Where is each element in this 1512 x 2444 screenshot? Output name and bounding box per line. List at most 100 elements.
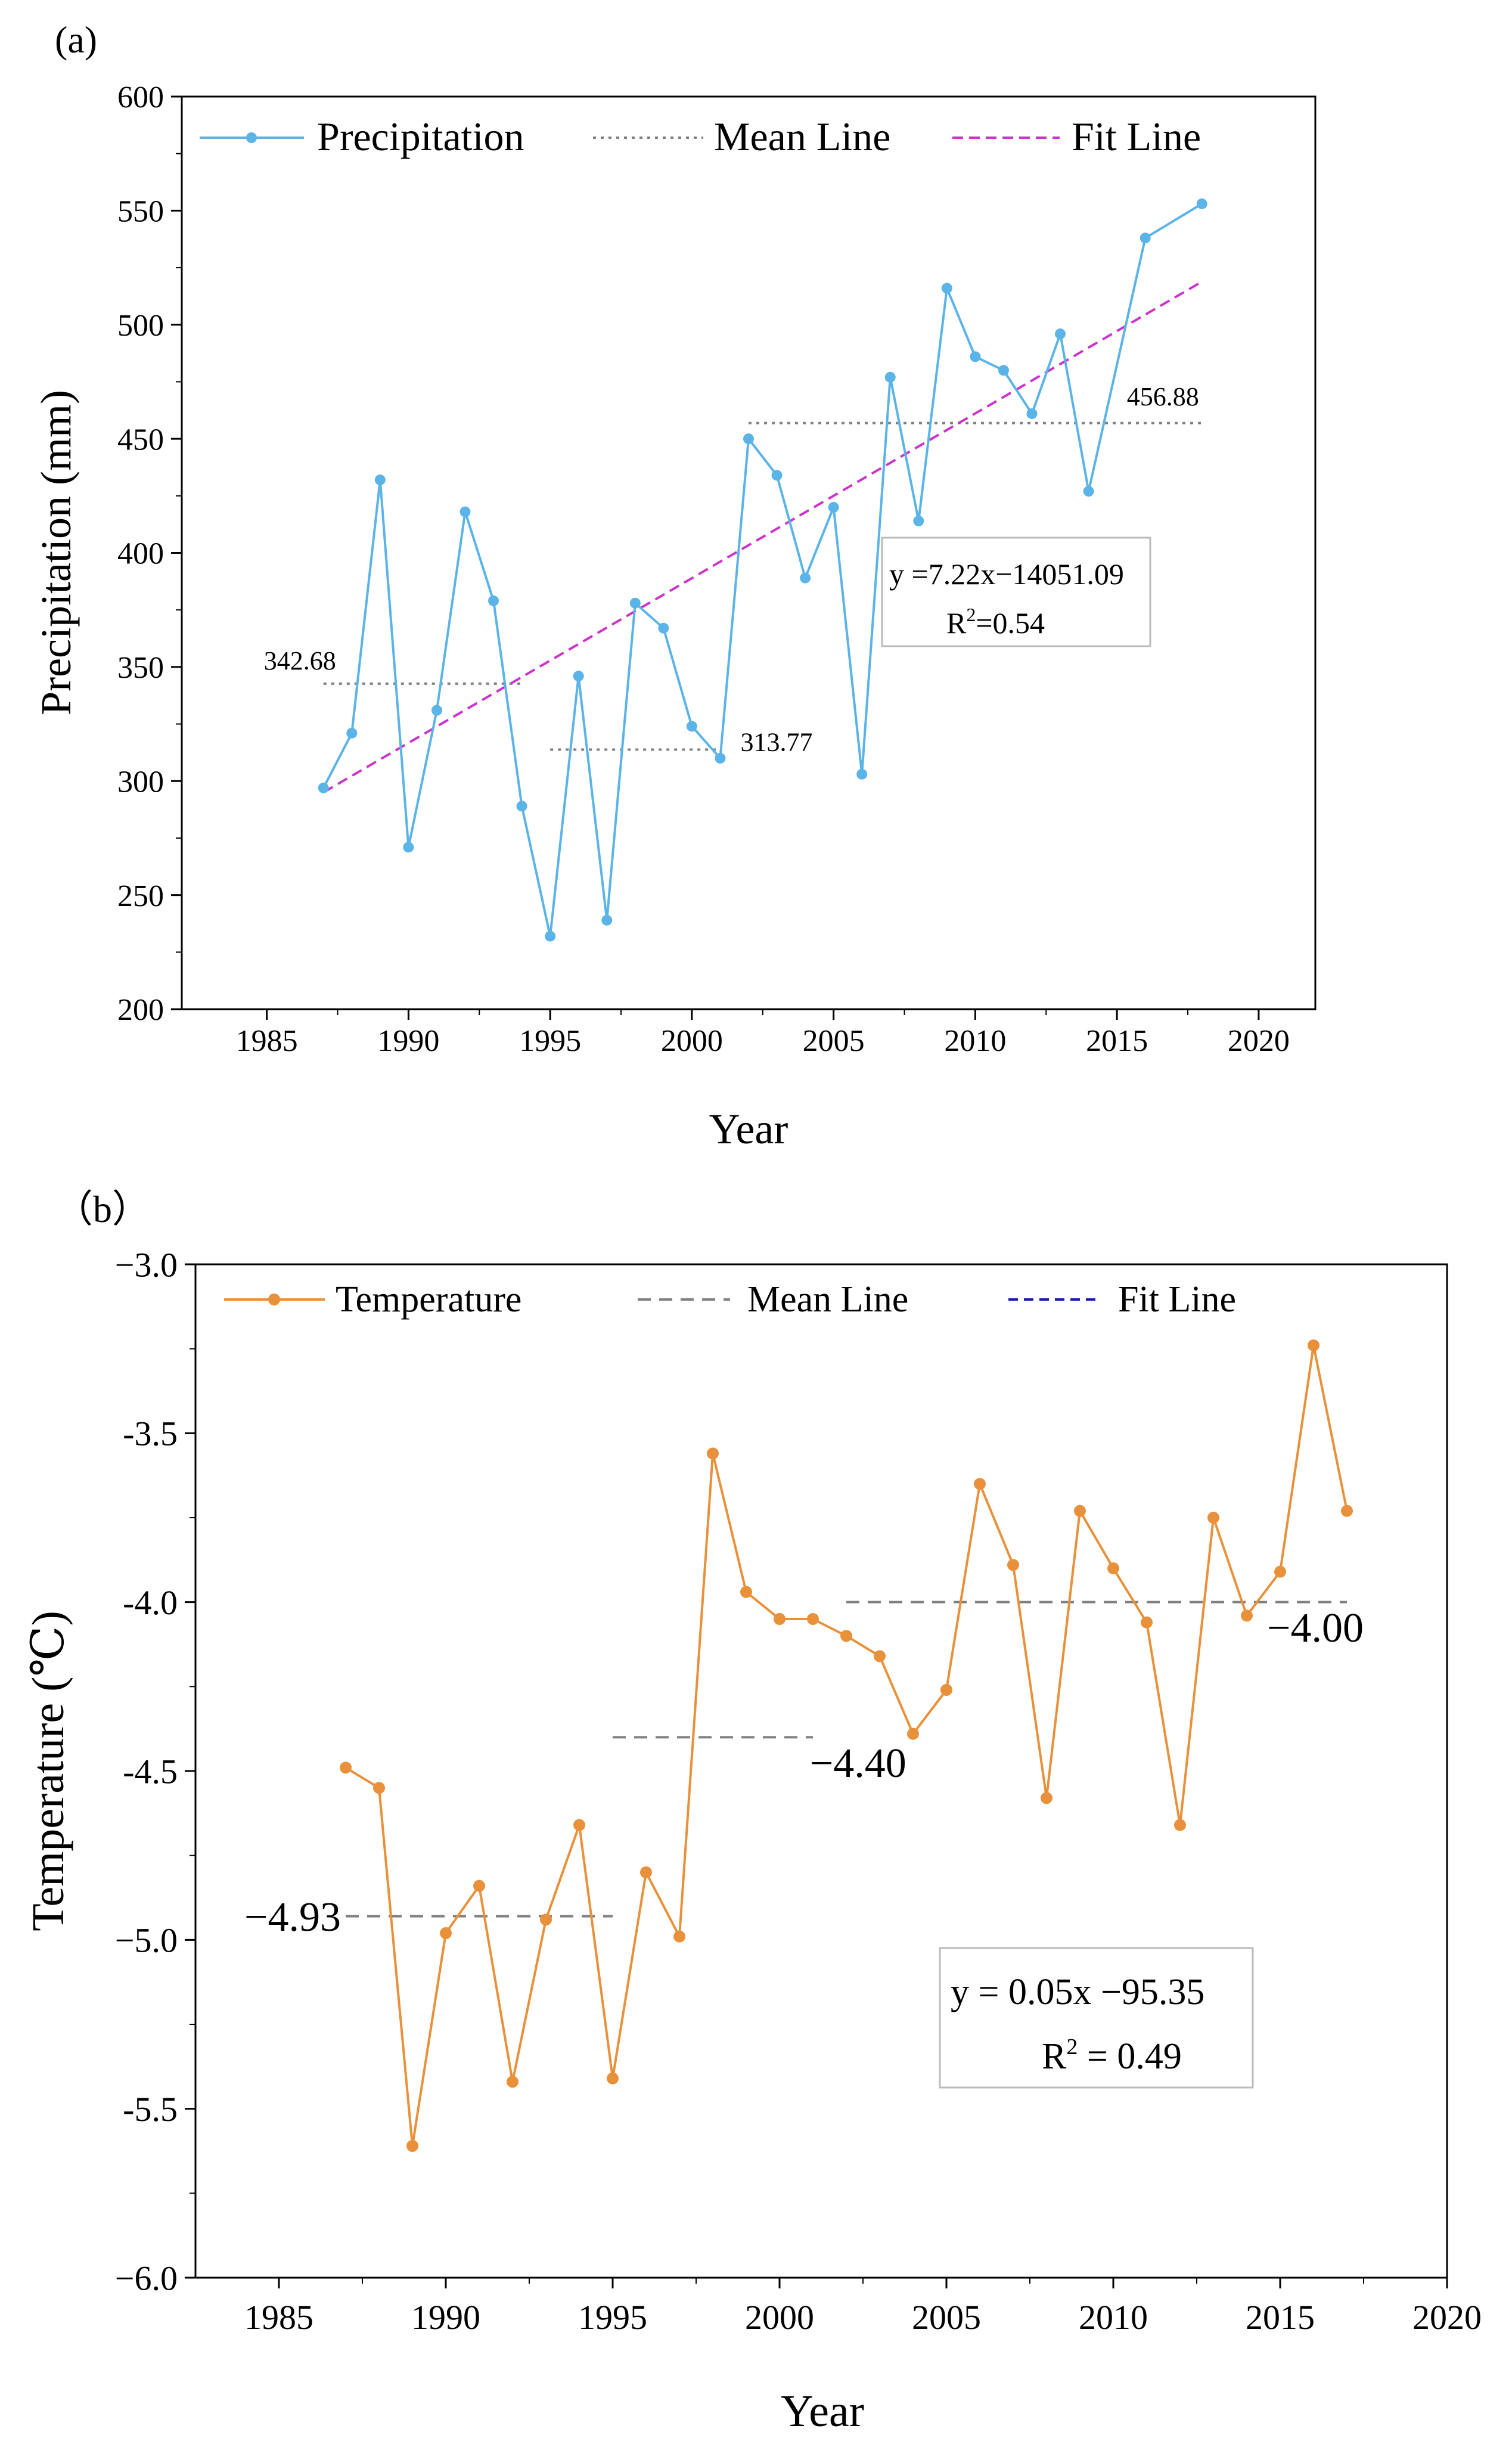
data-point	[1196, 198, 1207, 209]
x-tick-label: 1990	[411, 2298, 480, 2337]
data-point	[460, 506, 471, 517]
data-point	[940, 1684, 952, 1696]
legend-a-series-marker	[246, 132, 257, 143]
x-tick-label: 1985	[236, 1024, 298, 1058]
data-point	[743, 433, 754, 445]
equation-b-formula: y = 0.05x −95.35	[951, 1972, 1204, 2012]
y-tick-label: -5.5	[123, 2090, 178, 2129]
data-point	[970, 351, 981, 362]
y-tick-label: −5.0	[115, 1921, 178, 1960]
x-tick-label: 2000	[745, 2298, 814, 2337]
y-tick-label: 500	[117, 309, 164, 343]
data-point	[1308, 1339, 1319, 1351]
data-point	[707, 1447, 719, 1460]
panel-a-precipitation-line	[322, 203, 1203, 936]
panel-b-equation-box: y = 0.05x −95.35 R2 = 0.49	[939, 1947, 1254, 2089]
data-point	[640, 1866, 652, 1878]
data-point	[373, 1782, 385, 1794]
mean-line-label: 342.68	[264, 646, 336, 675]
data-point	[686, 721, 697, 732]
y-tick-label: 300	[117, 765, 164, 799]
legend-a-series-label: Precipitation	[317, 114, 524, 159]
panel-a-legend: Precipitation Mean Line Fit Line	[200, 114, 1201, 159]
legend-a-mean-label: Mean Line	[714, 114, 890, 159]
mean-line-label: −4.00	[1267, 1605, 1364, 1651]
panel-b-mean-lines: −4.93 −4.40 −4.00	[244, 1601, 1364, 1940]
equation-a-formula: y =7.22x−14051.09	[889, 557, 1124, 591]
equation-a-r2: R2=0.54	[946, 604, 1045, 640]
data-point	[440, 1927, 452, 1939]
mean-line-label: 456.88	[1127, 382, 1199, 411]
y-tick-label: −3.0	[115, 1245, 178, 1284]
panel-a-fit-line	[322, 280, 1203, 793]
data-point	[1041, 1792, 1052, 1804]
panel-b-x-axis-label: Year	[781, 2386, 864, 2436]
y-tick-label: −6.0	[115, 2259, 178, 2297]
data-point	[629, 597, 641, 609]
mean-line-label: −4.40	[810, 1741, 906, 1787]
data-point	[658, 622, 669, 634]
y-tick-label: 450	[117, 423, 164, 457]
legend-b-fit-label: Fit Line	[1118, 1279, 1236, 1320]
panel-b-y-axis-label: Temperature (℃)	[23, 1611, 73, 1931]
data-point	[1055, 328, 1066, 340]
data-point	[807, 1613, 819, 1625]
x-tick-label: 1985	[244, 2298, 313, 2337]
equation-b-r2: R2 = 0.49	[1042, 2034, 1182, 2077]
x-tick-label: 2005	[803, 1024, 865, 1058]
x-tick-label: 2000	[661, 1024, 723, 1058]
data-point	[1241, 1609, 1253, 1622]
y-tick-label: -4.5	[123, 1752, 178, 1791]
x-tick-label: 2010	[944, 1024, 1006, 1058]
panel-label-a: (a)	[55, 18, 97, 61]
legend-b-series-label: Temperature	[336, 1279, 521, 1320]
x-tick-label: 1995	[519, 1024, 581, 1058]
data-point	[874, 1650, 886, 1663]
data-point	[856, 768, 868, 780]
data-point	[974, 1478, 986, 1490]
x-tick-label: 2015	[1086, 1024, 1148, 1058]
panel-b-ticks: 1985 1990 1995 2000 2005 2010 2015 2020 −6.0 -5.5…	[115, 1245, 1482, 2337]
data-point	[573, 1819, 585, 1831]
data-point	[340, 1761, 352, 1774]
data-point	[607, 2072, 619, 2085]
data-point	[884, 371, 896, 383]
equation-a-r2-value: =0.54	[976, 606, 1045, 640]
x-tick-label: 2005	[912, 2298, 981, 2337]
mean-line-label: −4.93	[244, 1894, 341, 1940]
legend-a-fit-label: Fit Line	[1072, 114, 1201, 159]
data-point	[1083, 486, 1094, 497]
data-point	[318, 782, 329, 793]
data-point	[545, 931, 556, 942]
panel-a-equation-box: y =7.22x−14051.09 R2=0.54	[881, 536, 1151, 647]
y-tick-label: -4.0	[123, 1583, 178, 1622]
x-tick-label: 2020	[1228, 1024, 1290, 1058]
data-point	[573, 671, 584, 682]
data-point	[1174, 1819, 1186, 1831]
x-tick-label: 2015	[1246, 2298, 1315, 2337]
equation-b-r2-exp: 2	[1066, 2034, 1078, 2060]
panel-label-b: （b）	[55, 1188, 150, 1230]
panel-a-precipitation-points	[318, 198, 1207, 942]
y-tick-label: 200	[117, 993, 164, 1027]
data-point	[740, 1586, 752, 1598]
x-tick-label: 1995	[578, 2298, 647, 2337]
data-point	[374, 474, 386, 486]
data-point	[540, 1913, 552, 1926]
data-point	[507, 2076, 519, 2088]
panel-b-temperature-points	[340, 1339, 1353, 2152]
panel-a-x-axis-label: Year	[709, 1105, 788, 1153]
data-point	[840, 1630, 852, 1642]
equation-b-frame	[939, 1947, 1254, 2089]
data-point	[601, 914, 613, 926]
data-point	[907, 1727, 919, 1740]
equation-a-r2-prefix: R	[946, 606, 967, 640]
equation-a-r2-exp: 2	[966, 604, 976, 625]
data-point	[1341, 1505, 1353, 1517]
mean-line-label: 313.77	[740, 728, 812, 757]
data-point	[715, 752, 726, 764]
legend-b-mean-label: Mean Line	[747, 1279, 908, 1320]
data-point	[1140, 232, 1151, 244]
y-tick-label: 400	[117, 537, 164, 571]
